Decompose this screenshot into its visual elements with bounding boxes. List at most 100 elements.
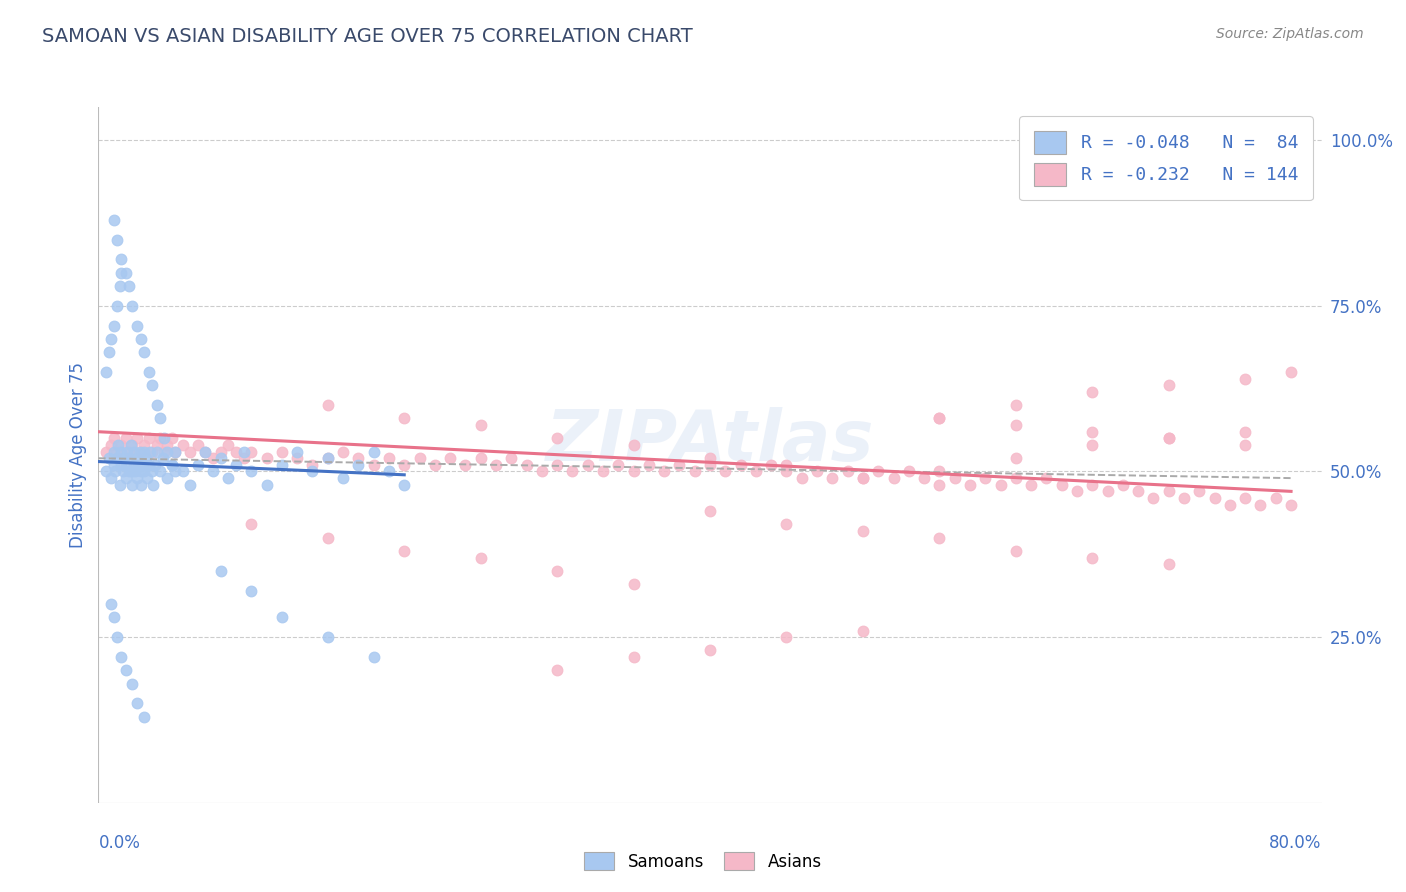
Point	[105, 233, 128, 247]
Text: 0.0%: 0.0%	[98, 834, 141, 852]
Point	[194, 444, 217, 458]
Point	[576, 458, 599, 472]
Point	[163, 444, 186, 458]
Point	[852, 524, 875, 538]
Point	[883, 471, 905, 485]
Point	[363, 458, 385, 472]
Point	[699, 504, 721, 518]
Point	[1157, 431, 1180, 445]
Point	[134, 345, 156, 359]
Point	[145, 398, 167, 412]
Point	[928, 411, 950, 425]
Point	[1081, 425, 1104, 439]
Point	[1081, 438, 1104, 452]
Point	[454, 458, 477, 472]
Point	[240, 583, 263, 598]
Point	[607, 458, 630, 472]
Point	[546, 663, 568, 677]
Point	[1234, 438, 1257, 452]
Point	[959, 477, 981, 491]
Point	[160, 431, 183, 445]
Point	[110, 650, 132, 665]
Text: 80.0%: 80.0%	[1270, 834, 1322, 852]
Point	[852, 471, 875, 485]
Point	[110, 252, 132, 267]
Point	[138, 458, 160, 472]
Point	[285, 451, 308, 466]
Point	[332, 471, 354, 485]
Point	[121, 438, 143, 452]
Point	[699, 458, 721, 472]
Point	[136, 471, 159, 485]
Point	[125, 697, 148, 711]
Point	[187, 438, 209, 452]
Point	[104, 465, 127, 479]
Point	[149, 411, 172, 425]
Point	[134, 465, 156, 479]
Point	[378, 451, 401, 466]
Point	[153, 431, 176, 445]
Point	[759, 458, 782, 472]
Point	[363, 444, 385, 458]
Point	[117, 444, 139, 458]
Point	[115, 266, 138, 280]
Point	[392, 458, 416, 472]
Point	[852, 624, 875, 638]
Point	[103, 610, 125, 624]
Point	[1097, 484, 1119, 499]
Point	[1081, 384, 1104, 399]
Point	[790, 471, 813, 485]
Point	[149, 465, 172, 479]
Point	[118, 444, 141, 458]
Text: ZIPAtlas: ZIPAtlas	[546, 407, 875, 475]
Point	[347, 451, 370, 466]
Point	[121, 465, 143, 479]
Point	[98, 345, 121, 359]
Point	[163, 444, 186, 458]
Point	[316, 398, 339, 412]
Point	[1081, 550, 1104, 565]
Point	[470, 418, 492, 433]
Point	[699, 451, 721, 466]
Point	[1081, 477, 1104, 491]
Point	[100, 332, 122, 346]
Point	[105, 630, 128, 644]
Point	[1249, 498, 1271, 512]
Point	[124, 465, 146, 479]
Point	[316, 531, 339, 545]
Point	[1157, 558, 1180, 572]
Point	[928, 477, 950, 491]
Point	[806, 465, 828, 479]
Point	[363, 650, 385, 665]
Point	[118, 279, 141, 293]
Point	[943, 471, 966, 485]
Point	[501, 451, 523, 466]
Point	[285, 444, 308, 458]
Point	[149, 431, 172, 445]
Point	[232, 451, 254, 466]
Point	[156, 471, 179, 485]
Point	[112, 451, 135, 466]
Point	[928, 411, 950, 425]
Point	[745, 465, 768, 479]
Point	[868, 465, 890, 479]
Point	[129, 444, 152, 458]
Point	[94, 465, 117, 479]
Point	[316, 451, 339, 466]
Point	[1173, 491, 1195, 505]
Point	[202, 465, 225, 479]
Point	[1142, 491, 1164, 505]
Point	[699, 643, 721, 657]
Point	[470, 451, 492, 466]
Point	[122, 444, 145, 458]
Point	[194, 444, 217, 458]
Point	[623, 438, 645, 452]
Point	[132, 458, 155, 472]
Point	[187, 458, 209, 472]
Point	[115, 663, 138, 677]
Point	[125, 431, 148, 445]
Point	[1004, 544, 1026, 558]
Point	[1204, 491, 1226, 505]
Point	[775, 517, 797, 532]
Point	[1264, 491, 1286, 505]
